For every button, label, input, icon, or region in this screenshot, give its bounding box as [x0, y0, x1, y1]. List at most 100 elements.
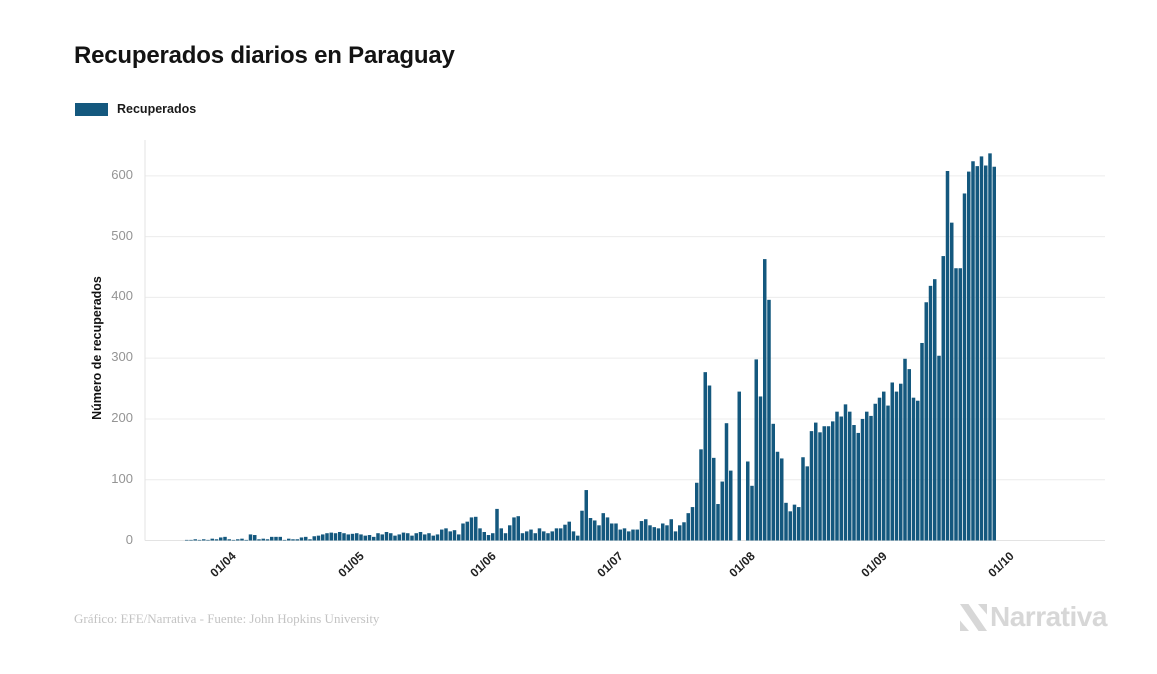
- bar: [771, 423, 775, 541]
- bar: [852, 425, 856, 541]
- bar: [635, 529, 639, 541]
- bar: [703, 372, 707, 541]
- bar: [971, 161, 975, 541]
- bar: [499, 528, 503, 541]
- bar: [967, 171, 971, 541]
- bar: [627, 531, 631, 541]
- bar: [576, 535, 580, 541]
- bar: [380, 534, 384, 541]
- bar: [367, 535, 372, 541]
- bar: [690, 507, 695, 541]
- bar: [321, 534, 325, 541]
- bar: [189, 539, 193, 541]
- narrativa-brand: Narrativa: [960, 601, 1107, 633]
- y-tick-label: 100: [111, 470, 133, 486]
- bar: [384, 531, 389, 541]
- bar: [325, 533, 329, 541]
- bar: [508, 525, 512, 541]
- bar: [495, 508, 499, 541]
- bar: [393, 535, 397, 541]
- bar: [278, 536, 282, 541]
- bar: [737, 391, 741, 541]
- y-tick-label: 0: [125, 531, 133, 547]
- bar: [707, 385, 712, 541]
- bar: [567, 521, 571, 541]
- bar: [291, 539, 295, 541]
- bar: [329, 532, 333, 541]
- bar: [452, 530, 457, 541]
- bar: [869, 415, 873, 541]
- bar: [231, 539, 236, 541]
- bar: [236, 539, 240, 541]
- bar: [652, 527, 656, 541]
- bar: [227, 539, 231, 541]
- bar: [928, 285, 933, 541]
- bar: [818, 432, 822, 541]
- bar: [333, 533, 338, 541]
- bar: [287, 538, 291, 541]
- bar: [571, 531, 576, 541]
- bar: [775, 451, 780, 541]
- bar: [478, 528, 482, 541]
- bar: [746, 461, 750, 541]
- bar: [950, 222, 954, 541]
- bar: [423, 534, 427, 541]
- bar: [682, 522, 686, 541]
- bar: [546, 533, 550, 541]
- bar: [618, 529, 622, 541]
- bar: [911, 397, 916, 541]
- bar: [406, 533, 410, 541]
- bar: [605, 517, 610, 541]
- bar: [193, 539, 197, 541]
- bar: [933, 279, 937, 541]
- bar: [920, 342, 924, 541]
- bar: [529, 529, 533, 541]
- bar: [240, 538, 244, 541]
- bar: [941, 256, 945, 541]
- bar: [542, 531, 546, 541]
- bar: [308, 539, 312, 541]
- bar: [720, 481, 724, 541]
- bar: [410, 535, 414, 541]
- bar: [457, 534, 461, 541]
- bar: [767, 299, 771, 541]
- bar: [486, 535, 491, 541]
- bar: [533, 533, 537, 541]
- narrativa-logo-text: Narrativa: [990, 601, 1107, 632]
- bar: [593, 520, 597, 541]
- bar: [206, 539, 210, 541]
- bar: [907, 369, 911, 541]
- bar: [465, 521, 469, 541]
- bar: [248, 534, 253, 541]
- y-tick-label: 600: [111, 166, 133, 182]
- bar: [316, 535, 321, 541]
- bar: [597, 525, 601, 541]
- bar: [988, 153, 992, 541]
- bar: [554, 528, 559, 541]
- bar: [219, 537, 223, 541]
- bar: [376, 533, 380, 541]
- bar: [877, 397, 882, 541]
- bar: [865, 411, 869, 541]
- bar: [788, 511, 792, 541]
- bar: [418, 531, 423, 541]
- bar: [750, 485, 754, 541]
- bar: [270, 536, 274, 541]
- legend: Recuperados: [75, 102, 196, 116]
- bar: [673, 531, 678, 541]
- bar: [414, 533, 418, 541]
- bar: [958, 268, 962, 541]
- bar: [274, 536, 278, 541]
- bar: [435, 534, 440, 541]
- bar: [801, 457, 805, 541]
- bar: [550, 531, 554, 541]
- bar: [503, 533, 508, 541]
- bar: [873, 403, 877, 541]
- bar: [894, 391, 899, 541]
- bar: [945, 170, 950, 541]
- bar: [843, 404, 848, 541]
- bar: [839, 416, 843, 541]
- bar: [355, 533, 359, 541]
